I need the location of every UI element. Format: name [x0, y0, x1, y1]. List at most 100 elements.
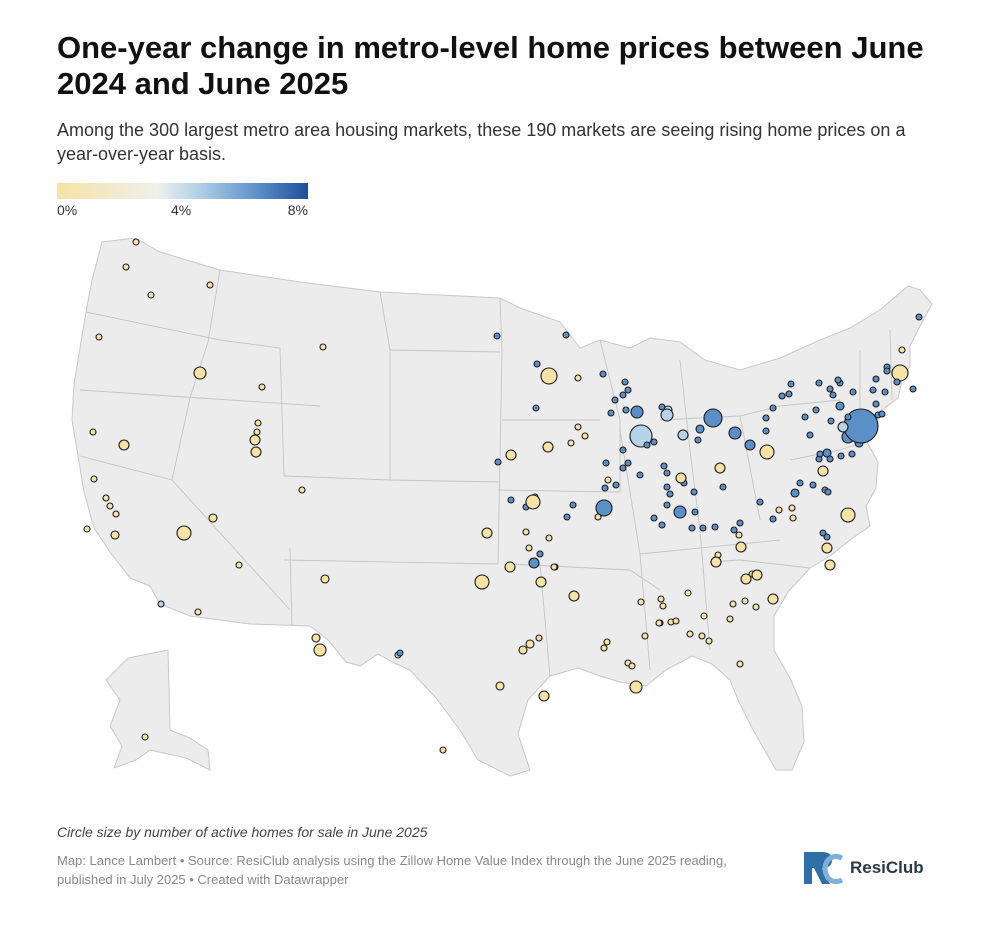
metro-marker-55 — [762, 427, 770, 435]
legend-label-max: 8% — [287, 202, 308, 218]
metro-marker-6 — [193, 366, 207, 380]
metro-marker-149 — [735, 541, 747, 553]
metro-marker-134 — [827, 417, 835, 425]
metro-marker-18 — [112, 510, 120, 518]
metro-marker-59 — [650, 438, 658, 446]
metro-marker-10 — [254, 419, 262, 427]
metro-marker-36 — [540, 367, 558, 385]
chart-title: One-year change in metro-level home pric… — [57, 30, 924, 101]
metro-marker-46 — [607, 409, 615, 417]
metro-marker-123 — [909, 385, 917, 393]
metro-marker-175 — [628, 662, 636, 670]
metro-marker-71 — [494, 458, 502, 466]
metro-marker-191 — [525, 639, 535, 649]
metro-marker-75 — [663, 483, 671, 491]
metro-marker-115 — [826, 385, 834, 393]
metro-marker-49 — [660, 408, 674, 422]
resiclub-logo: ResiClub — [800, 846, 960, 888]
metro-marker-171 — [700, 612, 708, 620]
metro-marker-64 — [624, 459, 632, 467]
metro-marker-122 — [893, 378, 901, 386]
alaska-shape — [105, 649, 211, 771]
metro-marker-16 — [102, 494, 110, 502]
metro-marker-88 — [691, 508, 699, 516]
metro-marker-54 — [744, 439, 756, 451]
metro-marker-30 — [396, 649, 404, 657]
metro-marker-45 — [630, 405, 644, 419]
metro-marker-80 — [714, 462, 726, 474]
metro-marker-117 — [869, 386, 877, 394]
metro-marker-133 — [812, 406, 820, 414]
metro-marker-11 — [253, 428, 261, 436]
metro-marker-187 — [504, 561, 516, 573]
metro-marker-132 — [762, 414, 770, 422]
metro-marker-193 — [495, 681, 505, 691]
metro-marker-86 — [688, 524, 696, 532]
metro-marker-129 — [915, 313, 923, 321]
metro-marker-167 — [641, 632, 649, 640]
metro-marker-14 — [298, 486, 306, 494]
metro-marker-155 — [752, 603, 760, 611]
metro-marker-157 — [741, 597, 749, 605]
metro-marker-127 — [878, 410, 886, 418]
metro-marker-53 — [728, 426, 742, 440]
metro-marker-4 — [95, 333, 103, 341]
metro-marker-110 — [844, 413, 852, 421]
metro-marker-2 — [147, 291, 155, 299]
metro-marker-52 — [694, 436, 702, 444]
metro-marker-198 — [525, 494, 541, 510]
metro-marker-58 — [677, 429, 689, 441]
metro-marker-97 — [796, 479, 804, 487]
metro-marker-166 — [637, 598, 645, 606]
us-map — [71, 237, 933, 777]
metro-marker-28 — [313, 643, 327, 657]
metro-marker-145 — [824, 559, 836, 571]
metro-marker-50 — [703, 408, 723, 428]
metro-marker-199 — [595, 499, 613, 517]
metro-marker-44 — [532, 404, 540, 412]
metro-marker-74 — [663, 469, 671, 477]
metro-marker-34 — [562, 331, 570, 339]
metro-marker-32 — [439, 746, 447, 754]
metro-marker-91 — [736, 519, 744, 527]
metro-marker-65 — [636, 471, 644, 479]
metro-marker-102 — [817, 465, 829, 477]
metro-marker-158 — [729, 600, 737, 608]
metro-marker-140 — [824, 488, 832, 496]
metro-marker-0 — [132, 238, 140, 246]
metro-marker-40 — [624, 386, 632, 394]
metro-marker-89 — [711, 523, 719, 531]
metro-marker-177 — [600, 644, 608, 652]
metro-marker-190 — [518, 645, 528, 655]
metro-marker-164 — [659, 602, 667, 610]
metro-marker-19 — [83, 525, 91, 533]
metro-marker-60 — [643, 441, 651, 449]
metro-marker-27 — [311, 633, 321, 643]
metro-marker-114 — [834, 376, 842, 384]
metro-marker-87 — [699, 524, 707, 532]
metro-marker-41 — [619, 391, 627, 399]
metro-marker-168 — [657, 595, 665, 603]
metro-marker-202 — [481, 527, 493, 539]
metro-marker-137 — [785, 390, 793, 398]
metro-marker-170 — [686, 630, 694, 638]
metro-marker-95 — [775, 506, 783, 514]
metro-marker-63 — [602, 459, 610, 467]
metro-marker-93 — [756, 498, 764, 506]
metro-marker-17 — [106, 502, 114, 510]
contiguous-us-shape — [71, 237, 933, 777]
metro-marker-159 — [726, 615, 734, 623]
metro-marker-188 — [535, 576, 547, 588]
metro-marker-103 — [826, 455, 834, 463]
metro-marker-68 — [505, 449, 517, 461]
metro-marker-96 — [790, 488, 800, 498]
metro-marker-136 — [769, 404, 777, 412]
metro-marker-61 — [619, 446, 627, 454]
metro-marker-104 — [837, 452, 845, 460]
metro-marker-172 — [684, 589, 692, 597]
metro-marker-56 — [778, 392, 786, 400]
metro-marker-77 — [666, 490, 674, 498]
metro-marker-183 — [522, 528, 530, 536]
metro-marker-121 — [891, 364, 909, 382]
metro-marker-156 — [767, 593, 779, 605]
